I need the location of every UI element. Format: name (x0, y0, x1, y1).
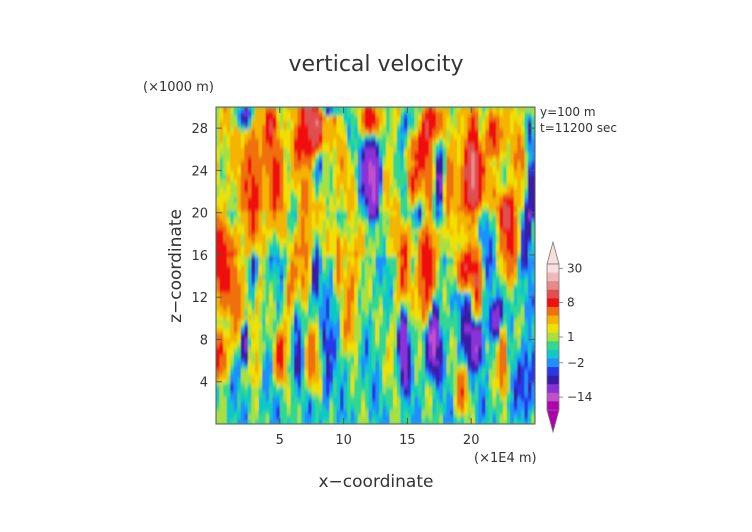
x-tick-label: 10 (335, 433, 352, 448)
x-tick-label: 5 (276, 433, 284, 448)
colorbar-segment (547, 341, 559, 351)
colorbar-max-arrow (546, 240, 560, 265)
colorbar-label: 8 (567, 296, 575, 310)
y-tick-label: 16 (191, 249, 208, 264)
colorbar-min-arrow (546, 409, 560, 434)
y-tick-label: 28 (191, 122, 208, 137)
colorbar-segment (547, 281, 559, 291)
colorbar-segment (547, 375, 559, 385)
colorbar-label: −14 (567, 390, 592, 404)
colorbar-segment (547, 392, 559, 402)
x-tick-label: 20 (463, 433, 480, 448)
colorbar-segment (547, 289, 559, 299)
colorbar-segment (547, 298, 559, 308)
colorbar-segment (547, 349, 559, 359)
colorbar-segment (547, 332, 559, 342)
colorbar-label: 1 (567, 330, 575, 344)
y-axis-label: z−coordinate (166, 209, 186, 323)
x-axis-unit: (×1E4 m) (474, 451, 537, 466)
colorbar-segment (547, 272, 559, 282)
colorbar-segment (547, 315, 559, 325)
colorbar-segment (547, 401, 559, 411)
x-tick-label: 15 (399, 433, 416, 448)
chart-title: vertical velocity (288, 52, 463, 77)
info-t: t=11200 sec (540, 121, 617, 135)
colorbar-segment (547, 264, 559, 273)
colorbar-segment (547, 324, 559, 334)
plot-frame (215, 106, 536, 425)
y-tick-label: 8 (200, 333, 208, 348)
colorbar-segment (547, 306, 559, 316)
heatmap-field (216, 107, 535, 424)
x-axis-label: x−coordinate (319, 472, 434, 492)
y-tick-label: 24 (191, 164, 208, 179)
y-axis-unit: (×1000 m) (143, 80, 214, 95)
y-tick-label: 20 (191, 207, 208, 222)
y-tick-label: 12 (191, 291, 208, 306)
colorbar: 30 8 1 −2 −14 (546, 240, 592, 434)
info-y: y=100 m (540, 105, 596, 119)
colorbar-label: 30 (567, 261, 582, 275)
y-tick-label: 4 (200, 376, 208, 391)
colorbar-segment (547, 358, 559, 368)
colorbar-segment (547, 384, 559, 394)
colorbar-label: −2 (567, 356, 585, 370)
colorbar-segment (547, 367, 559, 376)
